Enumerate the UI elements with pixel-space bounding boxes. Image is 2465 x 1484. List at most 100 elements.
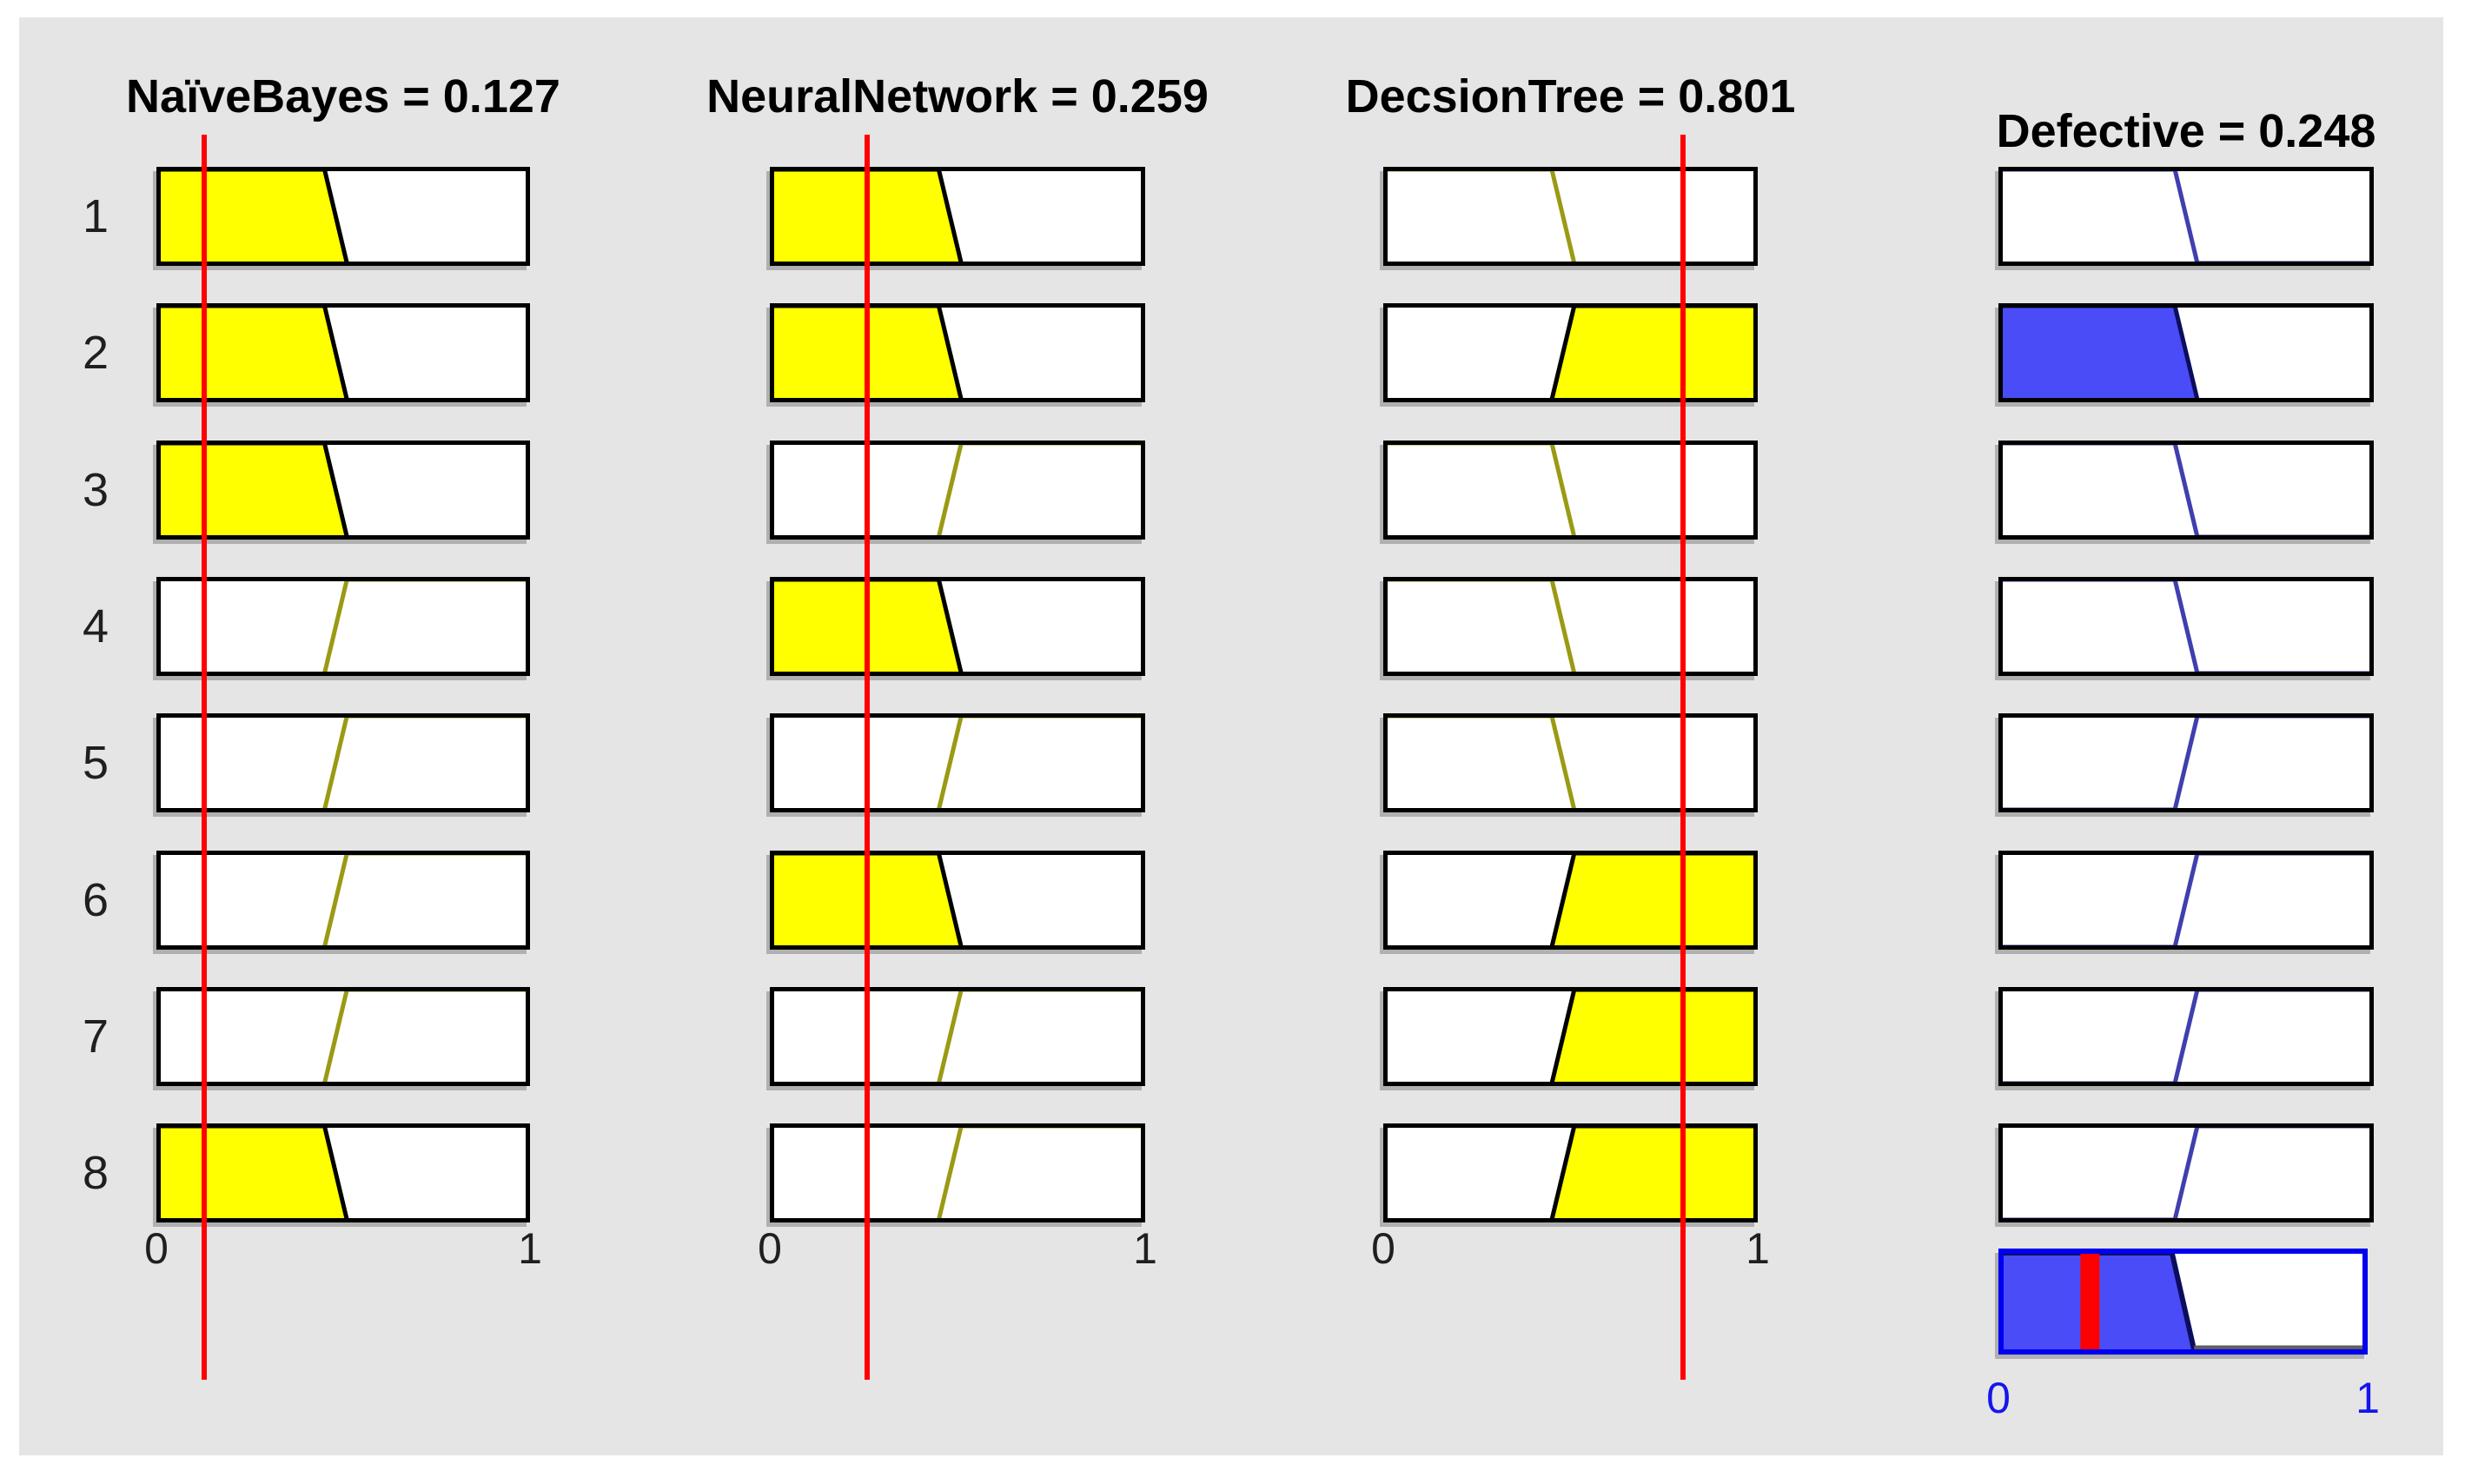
membership-fill (159, 1126, 348, 1221)
plot-border (156, 986, 530, 1086)
rule-number-8[interactable]: 8 (82, 1147, 109, 1200)
navebayes-value-line[interactable] (201, 135, 207, 1380)
plot-border (156, 850, 530, 950)
mf-cell-defective-rule-6 (1998, 850, 2374, 950)
rule-number-2[interactable]: 2 (82, 327, 109, 380)
navebayes-axis-max: 1 (518, 1224, 542, 1273)
mf-cell-neuralnetwork-rule-6[interactable] (770, 850, 1145, 950)
neuralnetwork-value-line[interactable] (864, 135, 870, 1380)
mf-cell-navebayes-rule-4[interactable] (156, 576, 530, 676)
plot-border (1998, 576, 2374, 676)
plot-border (770, 850, 1145, 950)
mf-cell-defective-rule-7 (1998, 986, 2374, 1086)
rule-number-4[interactable]: 4 (82, 600, 109, 653)
plot-border (1383, 1123, 1758, 1223)
rule-number-3[interactable]: 3 (82, 463, 109, 516)
mf-cell-navebayes-rule-3[interactable] (156, 440, 530, 540)
plot-border (1998, 1123, 2374, 1223)
membership-fill (1551, 989, 1755, 1083)
mf-cell-navebayes-rule-7[interactable] (156, 986, 530, 1086)
membership-fill (1551, 306, 1755, 401)
mf-cell-defective-rule-5 (1998, 713, 2374, 813)
decsiontree-axis-max: 1 (1746, 1224, 1770, 1273)
plot-border (156, 713, 530, 813)
rule-number-7[interactable]: 7 (82, 1010, 109, 1063)
rule-number-6[interactable]: 6 (82, 873, 109, 926)
mf-cell-decsiontree-rule-3[interactable] (1383, 440, 1758, 540)
plot-border (1998, 850, 2374, 950)
mf-cell-neuralnetwork-rule-5[interactable] (770, 713, 1145, 813)
plot-border (156, 1123, 530, 1223)
plot-border (770, 576, 1145, 676)
neuralnetwork-axis-min: 0 (758, 1224, 782, 1273)
mf-cell-decsiontree-rule-8[interactable] (1383, 1123, 1758, 1223)
decsiontree-axis-min: 0 (1371, 1224, 1395, 1273)
plot-border (1998, 440, 2374, 540)
membership-fill (159, 306, 348, 401)
neuralnetwork-title: NeuralNetwork = 0.259 (706, 70, 1209, 123)
mf-cell-decsiontree-rule-5[interactable] (1383, 713, 1758, 813)
plot-border (770, 713, 1145, 813)
plot-border (1998, 303, 2374, 403)
plot-border (1998, 986, 2374, 1086)
membership-fill (1551, 1126, 1755, 1221)
defuzzified-value-line (2080, 1252, 2100, 1351)
output-aggregate-plot (1998, 1249, 2368, 1355)
defective-axis-max: 1 (2356, 1374, 2380, 1422)
mf-cell-defective-rule-3 (1998, 440, 2374, 540)
mf-cell-navebayes-rule-8[interactable] (156, 1123, 530, 1223)
mf-cell-decsiontree-rule-6[interactable] (1383, 850, 1758, 950)
defective-axis-min: 0 (1986, 1374, 2011, 1422)
mf-cell-navebayes-rule-1[interactable] (156, 167, 530, 266)
navebayes-title: NaïveBayes = 0.127 (126, 70, 560, 123)
decsiontree-value-line[interactable] (1680, 135, 1686, 1380)
mf-cell-neuralnetwork-rule-8[interactable] (770, 1123, 1145, 1223)
plot-border (156, 167, 530, 266)
plot-border (770, 167, 1145, 266)
plot-border (1383, 850, 1758, 950)
aggregate-border (1998, 1249, 2368, 1355)
navebayes-axis-min: 0 (144, 1224, 169, 1273)
mf-cell-decsiontree-rule-2[interactable] (1383, 303, 1758, 403)
plot-border (770, 303, 1145, 403)
neuralnetwork-axis-max: 1 (1133, 1224, 1157, 1273)
plot-border (156, 303, 530, 403)
plot-border (770, 440, 1145, 540)
membership-fill (159, 169, 348, 263)
mf-cell-neuralnetwork-rule-1[interactable] (770, 167, 1145, 266)
plot-border (1383, 713, 1758, 813)
defective-title: Defective = 0.248 (1996, 105, 2376, 157)
plot-border (1383, 986, 1758, 1086)
plot-border (156, 576, 530, 676)
mf-cell-decsiontree-rule-7[interactable] (1383, 986, 1758, 1086)
mf-cell-defective-rule-8 (1998, 1123, 2374, 1223)
mf-cell-defective-rule-1 (1998, 167, 2374, 266)
plot-border (1998, 713, 2374, 813)
plot-border (1383, 303, 1758, 403)
mf-cell-neuralnetwork-rule-2[interactable] (770, 303, 1145, 403)
mf-cell-navebayes-rule-5[interactable] (156, 713, 530, 813)
mf-cell-defective-rule-4 (1998, 576, 2374, 676)
plot-border (156, 440, 530, 540)
decsiontree-title: DecsionTree = 0.801 (1345, 70, 1796, 123)
mf-cell-decsiontree-rule-1[interactable] (1383, 167, 1758, 266)
mf-cell-navebayes-rule-6[interactable] (156, 850, 530, 950)
plot-border (1383, 440, 1758, 540)
rule-number-5[interactable]: 5 (82, 737, 109, 790)
plot-border (1383, 576, 1758, 676)
membership-fill (159, 442, 348, 537)
membership-fill (1551, 852, 1755, 947)
plot-border (1383, 167, 1758, 266)
mf-cell-neuralnetwork-rule-7[interactable] (770, 986, 1145, 1086)
plot-border (1998, 167, 2374, 266)
plot-border (770, 986, 1145, 1086)
membership-fill (2001, 306, 2197, 401)
mf-cell-neuralnetwork-rule-3[interactable] (770, 440, 1145, 540)
mf-cell-defective-rule-2 (1998, 303, 2374, 403)
mf-cell-decsiontree-rule-4[interactable] (1383, 576, 1758, 676)
mf-cell-navebayes-rule-2[interactable] (156, 303, 530, 403)
rule-number-1[interactable]: 1 (82, 190, 109, 242)
plot-border (770, 1123, 1145, 1223)
mf-cell-neuralnetwork-rule-4[interactable] (770, 576, 1145, 676)
